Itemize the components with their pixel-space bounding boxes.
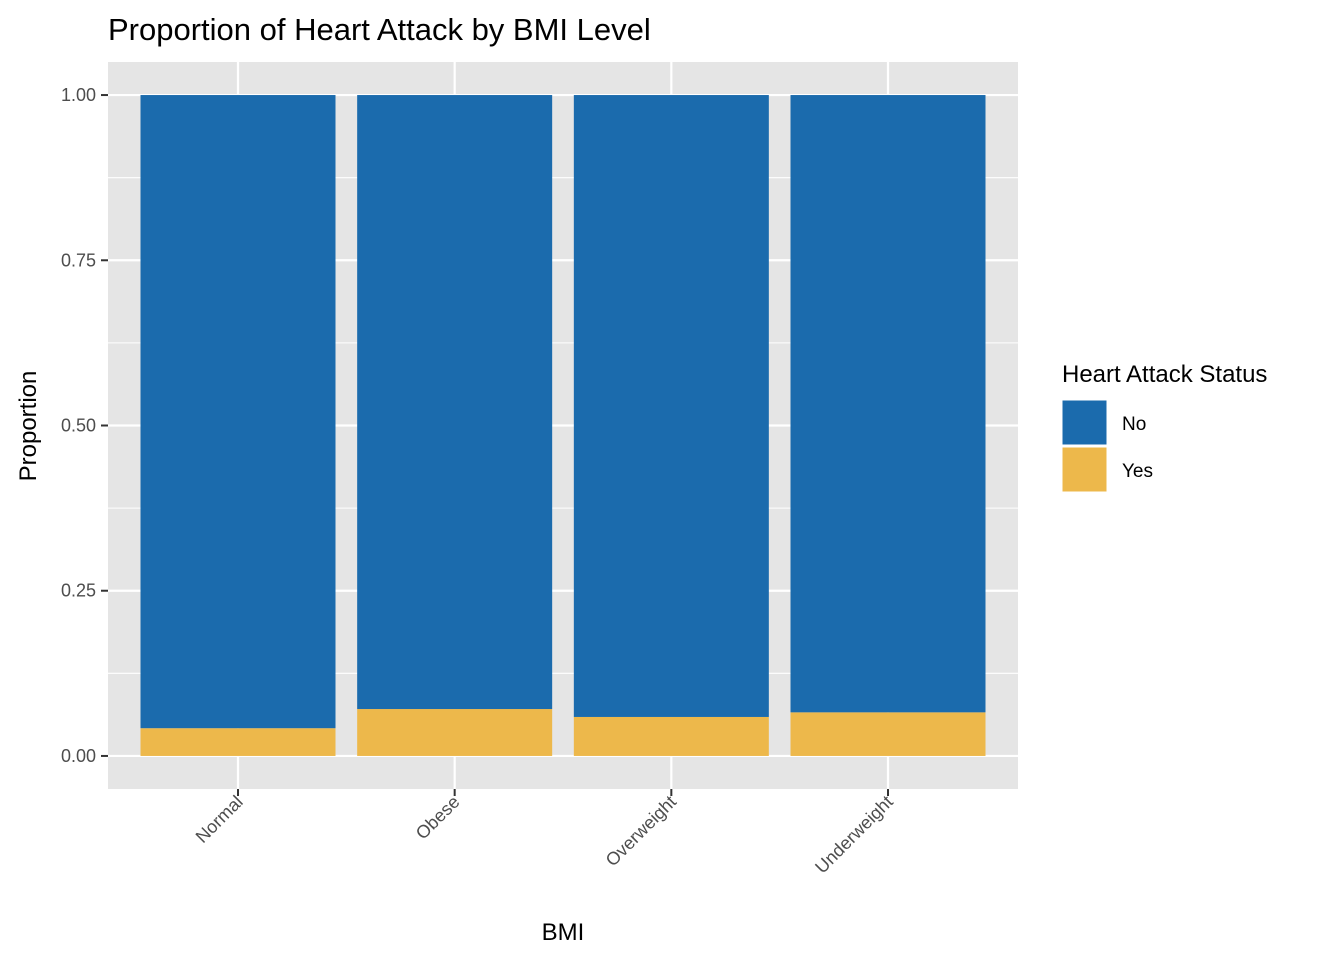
x-tick-label: Obese: [412, 792, 464, 844]
y-tick-label: 0.75: [61, 250, 96, 270]
legend-label-yes: Yes: [1122, 461, 1153, 482]
bar-no-underweight: [790, 95, 986, 713]
legend-title: Heart Attack Status: [1062, 361, 1267, 388]
bar-no-obese: [357, 95, 553, 710]
y-tick-label: 0.25: [61, 581, 96, 601]
y-tick-label: 1.00: [61, 85, 96, 105]
legend-key-yes: [1061, 446, 1108, 493]
bar-no-overweight: [573, 95, 769, 717]
x-axis-title: BMI: [542, 919, 585, 946]
x-tick-label: Normal: [192, 792, 247, 847]
x-tick-label: Overweight: [602, 792, 681, 871]
bar-no-normal: [140, 95, 336, 729]
legend-label-no: No: [1122, 414, 1146, 435]
legend-key-no: [1061, 399, 1108, 446]
y-tick-label: 0.00: [61, 746, 96, 766]
y-tick-label: 0.50: [61, 416, 96, 436]
y-axis-title: Proportion: [15, 371, 42, 482]
x-axis: Normal Obese Overweight Underweight: [192, 789, 897, 877]
chart-title: Proportion of Heart Attack by BMI Level: [108, 12, 651, 47]
y-axis: 0.00 0.25 0.50 0.75 1.00: [61, 85, 108, 766]
bar-yes-normal: [140, 728, 336, 756]
bar-yes-overweight: [573, 716, 769, 756]
legend-items: No Yes: [1061, 399, 1153, 493]
bars: [140, 95, 986, 756]
bar-yes-underweight: [790, 712, 986, 756]
legend: Heart Attack Status No Yes: [1061, 361, 1267, 493]
x-tick-label: Underweight: [811, 792, 897, 878]
bar-yes-obese: [357, 709, 553, 756]
